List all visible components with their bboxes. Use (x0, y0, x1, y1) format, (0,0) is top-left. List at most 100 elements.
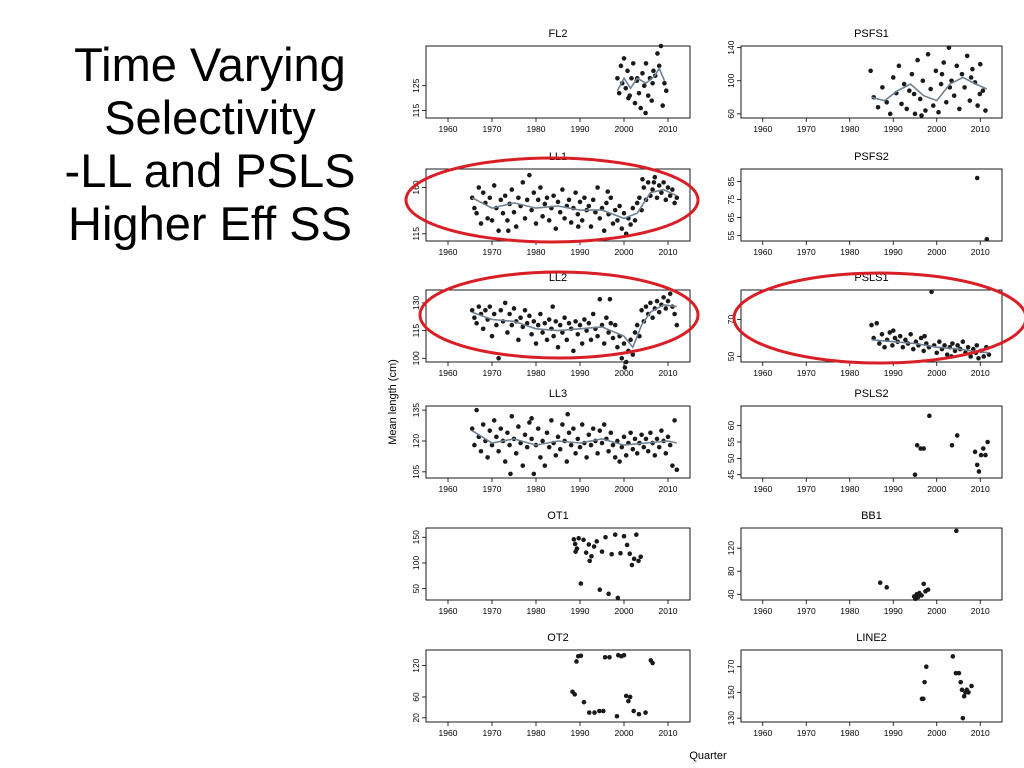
data-point (939, 71, 945, 77)
data-point (634, 532, 639, 537)
data-point (578, 653, 584, 659)
x-tick-label: 1960 (753, 368, 772, 378)
data-point (616, 90, 622, 96)
title-line-1: Time Varying (74, 38, 346, 91)
highlight-ellipse-ll1 (404, 156, 700, 244)
data-point (934, 350, 940, 356)
data-point (550, 304, 556, 309)
data-point (480, 326, 486, 332)
y-tick-label: 50 (411, 584, 421, 594)
data-point (564, 337, 570, 343)
data-point (632, 436, 638, 442)
data-point (549, 418, 554, 423)
data-point (590, 311, 596, 317)
data-point (575, 332, 581, 337)
data-point (553, 319, 559, 324)
data-point (535, 197, 541, 203)
plot-frame (425, 527, 691, 601)
data-point (649, 98, 655, 103)
data-point (522, 308, 528, 313)
y-tick-label: 115 (411, 104, 421, 118)
data-point (626, 698, 631, 704)
data-point (474, 210, 479, 216)
x-tick-label: 1980 (527, 124, 546, 134)
x-tick-label: 2000 (615, 124, 634, 134)
data-point (509, 413, 515, 419)
data-point (980, 88, 986, 93)
data-point (650, 660, 655, 666)
data-point (920, 78, 926, 84)
data-point (962, 85, 967, 90)
data-point (629, 562, 635, 568)
data-point (610, 335, 616, 341)
data-point (985, 439, 990, 445)
x-tick-label: 2010 (659, 606, 678, 616)
data-point (578, 581, 584, 586)
data-point (915, 594, 921, 600)
data-point (542, 201, 548, 207)
data-point (640, 71, 645, 76)
y-tick-label: 65 (726, 213, 736, 223)
panel-title: OT1 (547, 510, 568, 522)
data-point (612, 207, 618, 213)
data-point (538, 185, 543, 190)
data-point (601, 341, 607, 346)
data-point (636, 90, 642, 96)
data-point (593, 209, 598, 215)
data-point (919, 593, 924, 598)
data-point (968, 354, 973, 359)
panel-title: FL2 (549, 28, 568, 40)
data-point (533, 221, 539, 226)
data-point (591, 544, 597, 549)
data-point (630, 446, 636, 452)
data-point (509, 187, 515, 192)
data-point (571, 426, 576, 431)
data-point (922, 679, 927, 685)
data-point (535, 426, 541, 431)
data-point (597, 587, 603, 593)
x-tick-label: 1970 (797, 728, 816, 738)
data-point (976, 356, 981, 361)
data-point (568, 220, 574, 225)
x-tick-label: 2000 (615, 728, 634, 738)
data-point (981, 354, 987, 359)
data-point (571, 348, 576, 354)
panel-ll3: LL3 1960 1970 1980 1990 2000 2010 105 120 135 (411, 388, 691, 494)
x-tick-label: 2010 (659, 368, 678, 378)
data-point (597, 708, 602, 714)
data-point (892, 335, 898, 341)
data-point (659, 428, 664, 433)
x-tick-label: 1970 (483, 606, 502, 616)
data-point (643, 436, 649, 442)
data-point (660, 103, 666, 108)
data-point (637, 195, 642, 201)
plot-frame (425, 45, 691, 119)
x-tick-label: 1960 (753, 484, 772, 494)
smoother-line (871, 339, 990, 354)
data-point (502, 300, 508, 306)
x-tick-label: 1960 (753, 606, 772, 616)
data-point (674, 467, 680, 473)
data-point (529, 436, 534, 442)
data-point (513, 224, 519, 229)
y-tick-label: 50 (726, 351, 736, 361)
data-point (643, 304, 649, 309)
x-tick-label: 1990 (571, 124, 590, 134)
data-point (535, 322, 541, 328)
data-point (952, 348, 958, 354)
panel-bb1: BB1 1960 1970 1980 1990 2000 2010 40 80 120 (726, 510, 1003, 616)
data-point (605, 189, 611, 194)
data-point (956, 670, 962, 676)
data-point (912, 111, 918, 117)
data-point (975, 103, 980, 108)
data-point (937, 339, 942, 344)
plot-frame (425, 405, 691, 479)
data-point (976, 469, 982, 474)
panel-fl2: FL2 1960 1970 1980 1990 2000 2010 115 125 (411, 28, 691, 134)
x-tick-label: 2000 (927, 124, 946, 134)
data-point (970, 66, 975, 72)
data-point (663, 451, 669, 456)
x-tick-label: 2000 (927, 606, 946, 616)
data-point (606, 591, 611, 597)
data-point (941, 60, 947, 65)
